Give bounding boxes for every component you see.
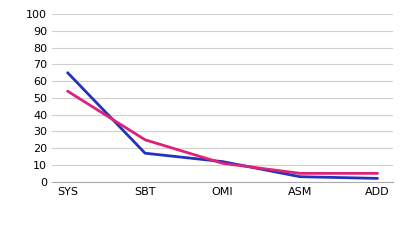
1st Assessment	[375, 177, 380, 180]
2nd Assessment	[220, 162, 225, 165]
1st Assessment	[220, 160, 225, 163]
1st Assessment	[298, 175, 302, 178]
2nd Assessment	[65, 90, 70, 93]
2nd Assessment	[298, 172, 302, 175]
2nd Assessment	[143, 138, 148, 141]
Line: 2nd Assessment: 2nd Assessment	[68, 91, 377, 173]
1st Assessment	[65, 71, 70, 74]
1st Assessment	[143, 152, 148, 155]
2nd Assessment	[375, 172, 380, 175]
Line: 1st Assessment: 1st Assessment	[68, 73, 377, 178]
